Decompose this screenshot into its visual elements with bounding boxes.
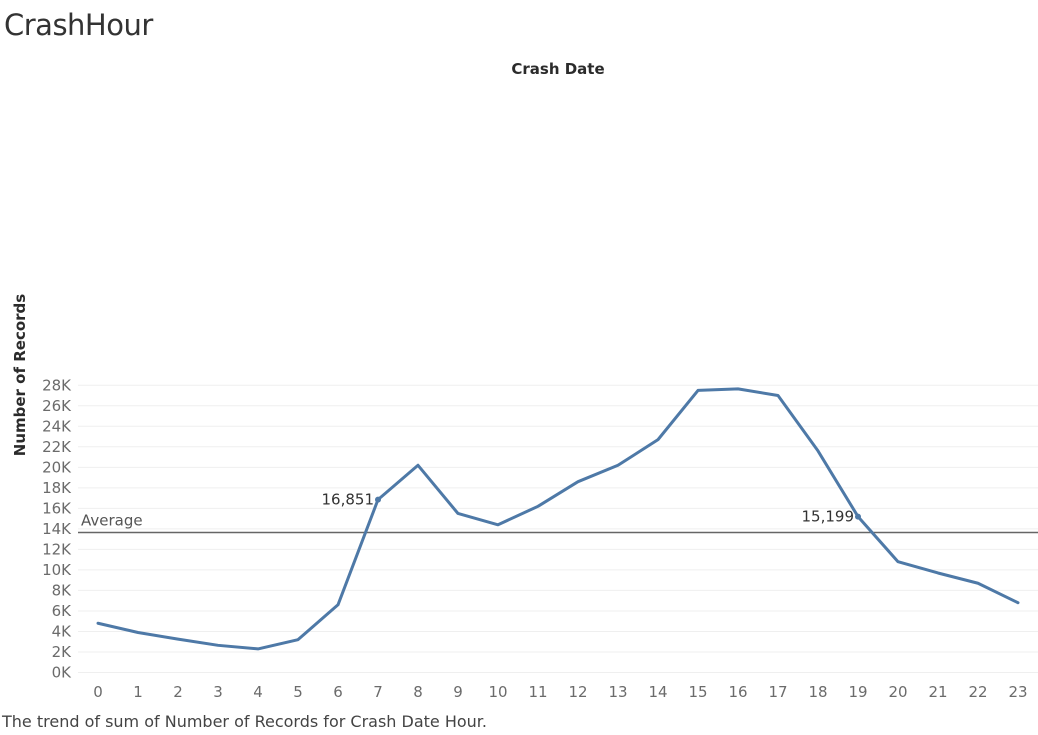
x-tick-label: 10 — [488, 683, 507, 701]
x-tick-label: 1 — [133, 683, 143, 701]
x-tick-label: 8 — [413, 683, 423, 701]
chart-caption: The trend of sum of Number of Records fo… — [2, 712, 487, 731]
y-tick-label: 12K — [42, 540, 72, 558]
y-tick-label: 24K — [42, 417, 72, 435]
line-chart: 0K 2K 4K 6K 8K 10K 12K 14K 16K 18K 20K 22K 24K 26K 28K… — [11, 60, 1038, 701]
x-tick-label: 21 — [928, 683, 947, 701]
average-reference: Average — [78, 511, 1038, 534]
x-axis: 0 1 2 3 4 5 6 7 8 9 10 11 12 13 14 15 16 17 18 19 20 21 22 23 — [93, 683, 1027, 701]
x-tick-label: 20 — [888, 683, 907, 701]
x-tick-label: 4 — [253, 683, 263, 701]
series-line — [96, 387, 1020, 651]
y-axis: 0K 2K 4K 6K 8K 10K 12K 14K 16K 18K 20K 22K 24K 26K 28K — [42, 376, 72, 681]
y-tick-label: 10K — [42, 561, 72, 579]
x-tick-label: 2 — [173, 683, 183, 701]
y-tick-label: 18K — [42, 479, 72, 497]
x-tick-label: 14 — [648, 683, 667, 701]
x-tick-label: 12 — [568, 683, 587, 701]
x-tick-label: 13 — [608, 683, 627, 701]
x-tick-label: 17 — [768, 683, 787, 701]
average-label: Average — [81, 511, 143, 529]
y-tick-label: 16K — [42, 499, 72, 517]
data-point-marker — [375, 496, 381, 503]
x-tick-label: 3 — [213, 683, 223, 701]
y-tick-label: 6K — [52, 602, 73, 620]
y-tick-label: 28K — [42, 376, 72, 394]
x-tick-label: 16 — [728, 683, 747, 701]
y-tick-label: 22K — [42, 438, 72, 456]
y-tick-label: 14K — [42, 520, 72, 538]
x-tick-label: 6 — [333, 683, 343, 701]
x-tick-label: 18 — [808, 683, 827, 701]
data-label: 15,199 — [802, 508, 855, 526]
y-axis-title: Number of Records — [11, 294, 29, 457]
y-tick-label: 8K — [52, 581, 73, 599]
x-tick-label: 23 — [1008, 683, 1027, 701]
y-tick-label: 2K — [52, 643, 73, 661]
x-tick-label: 9 — [453, 683, 463, 701]
annotations: 16,851 15,199 — [322, 491, 861, 526]
data-label: 16,851 — [322, 491, 375, 509]
y-tick-label: 20K — [42, 458, 72, 476]
y-tick-label: 0K — [52, 664, 73, 682]
gridlines — [78, 384, 1038, 673]
page-title: CrashHour — [4, 8, 153, 42]
x-tick-label: 11 — [528, 683, 547, 701]
x-tick-label: 0 — [93, 683, 103, 701]
chart-title: Crash Date — [511, 60, 604, 78]
x-tick-label: 15 — [688, 683, 707, 701]
x-tick-label: 5 — [293, 683, 303, 701]
x-tick-label: 19 — [848, 683, 867, 701]
y-tick-label: 4K — [52, 622, 73, 640]
x-tick-label: 22 — [968, 683, 987, 701]
x-tick-label: 7 — [373, 683, 383, 701]
y-tick-label: 26K — [42, 397, 72, 415]
data-point-marker — [855, 513, 861, 520]
series — [96, 387, 1020, 651]
